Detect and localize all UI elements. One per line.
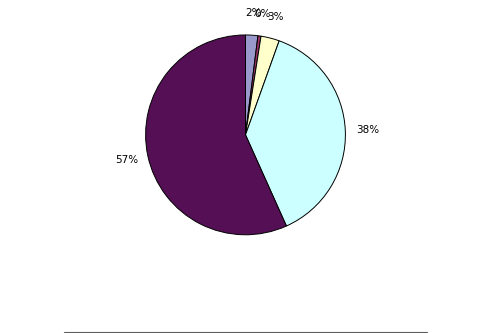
Text: 3%: 3%	[268, 12, 284, 22]
Wedge shape	[246, 41, 345, 226]
Wedge shape	[246, 35, 258, 135]
Text: 2%: 2%	[245, 8, 261, 18]
Wedge shape	[246, 36, 261, 135]
Legend: Wages & Salaries, Employee Benefits, Operating Expenses, Public Assistance, Gran: Wages & Salaries, Employee Benefits, Ope…	[64, 332, 427, 333]
Text: 0%: 0%	[254, 9, 271, 19]
Text: 38%: 38%	[355, 125, 379, 135]
Text: 57%: 57%	[115, 156, 138, 166]
Wedge shape	[146, 35, 286, 235]
Wedge shape	[246, 36, 279, 135]
